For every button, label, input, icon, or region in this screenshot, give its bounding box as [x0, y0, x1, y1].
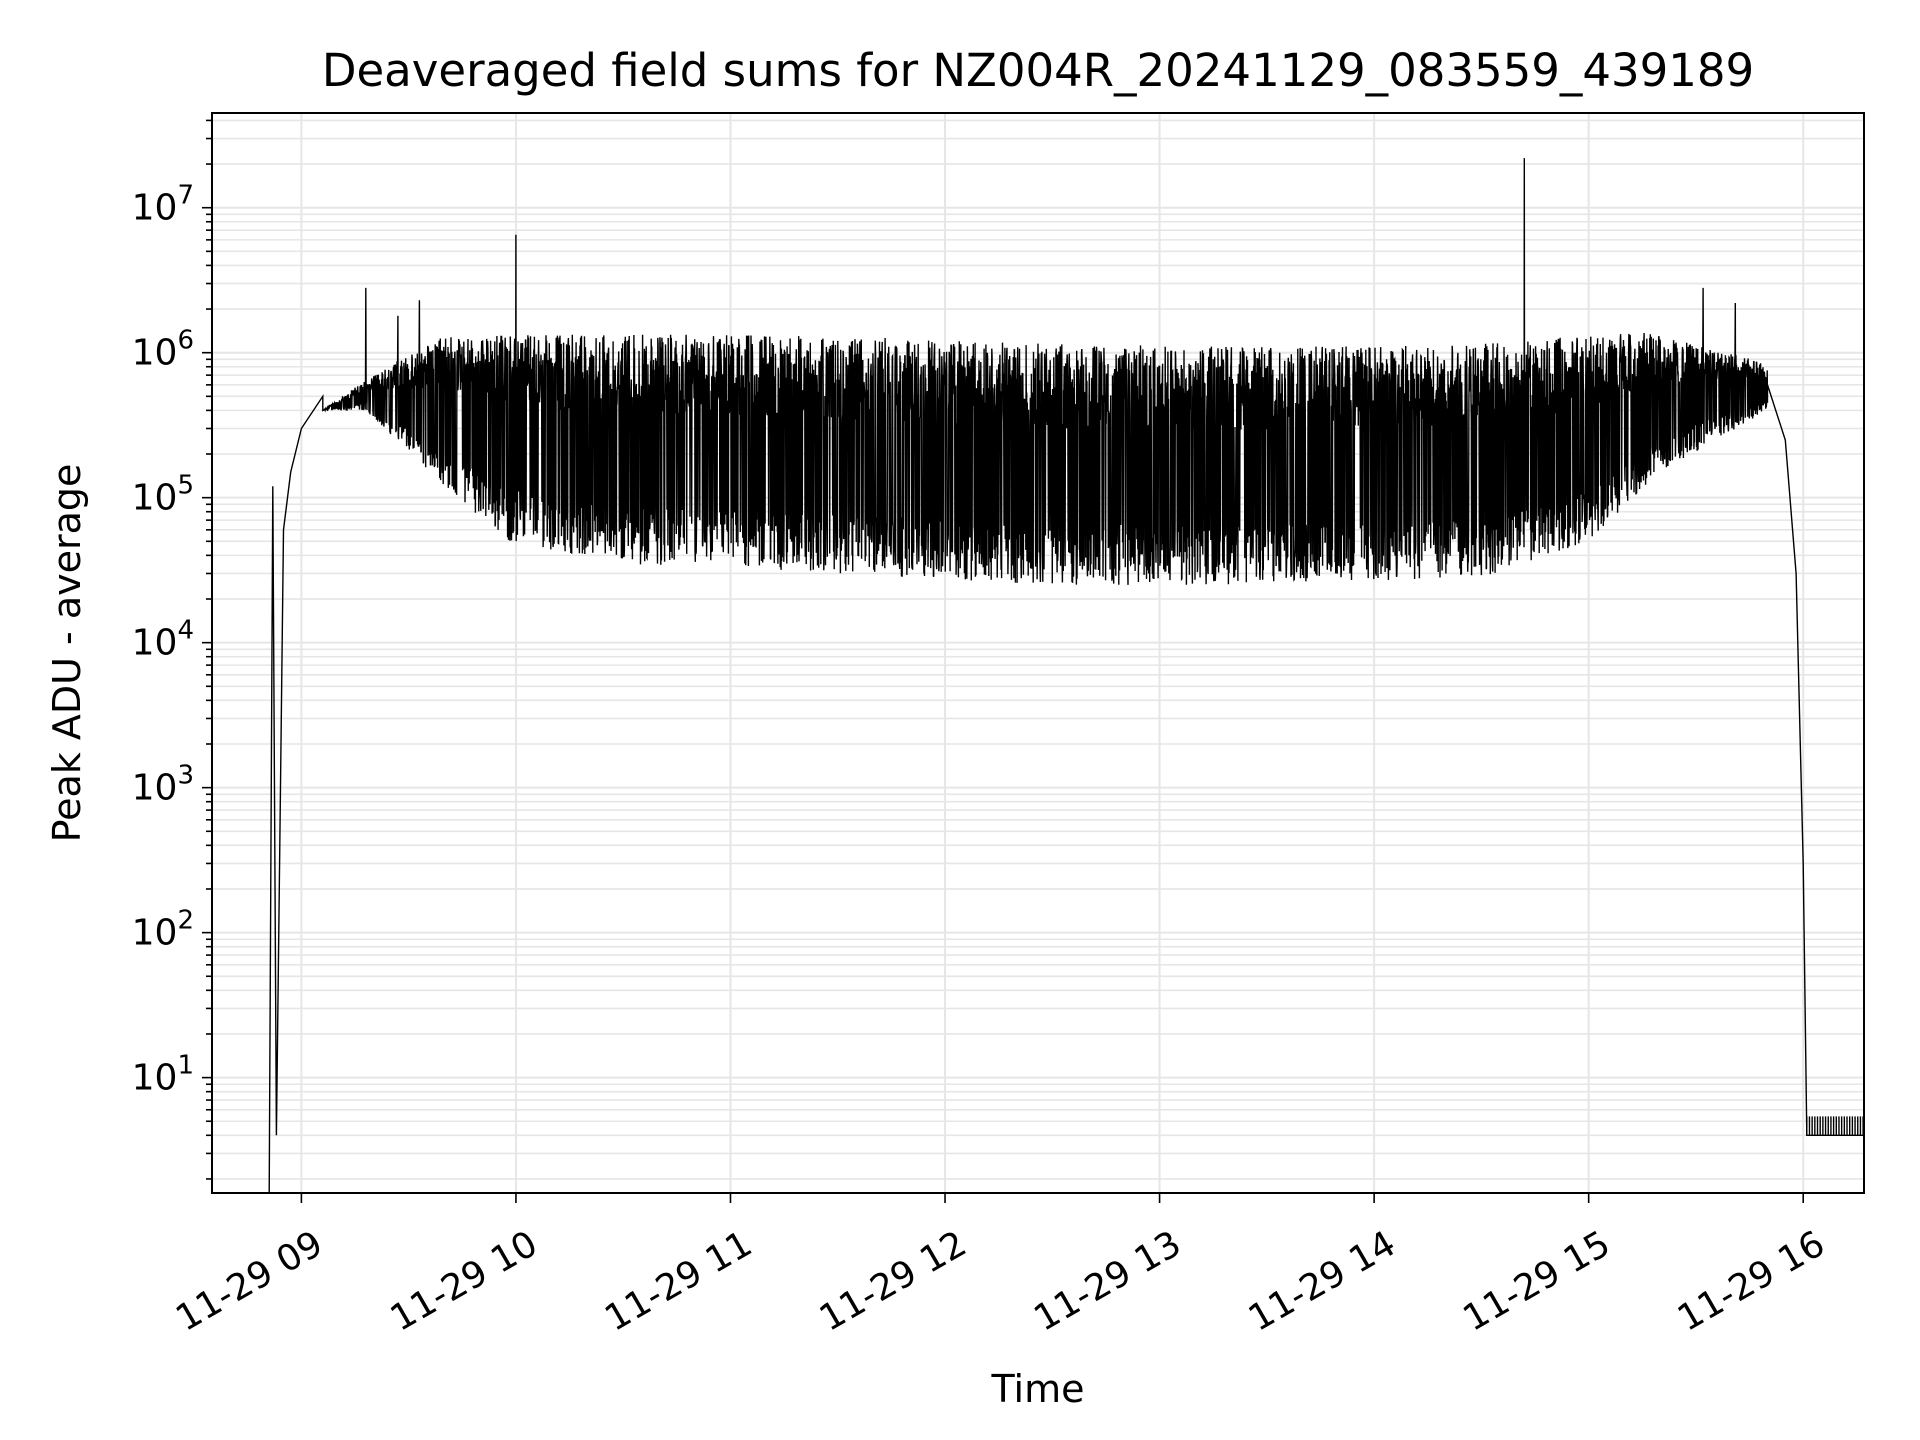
y-tick-label: 104: [132, 616, 194, 664]
axis-ticks: 101 102 103 104 105 106 107 11-29 09 11-29 10 11-…: [132, 119, 1832, 1340]
y-tick-label: 105: [132, 471, 194, 519]
data-series: [268, 158, 1864, 1194]
y-tick-label: 103: [132, 761, 194, 809]
grid-lines: [212, 113, 1864, 1193]
y-tick-label: 101: [132, 1051, 194, 1099]
y-tick-label: 102: [132, 906, 194, 954]
plot-frame: [211, 112, 1865, 1194]
x-tick-label: 11-29 14: [1242, 1223, 1403, 1339]
y-axis-label: Peak ADU - average: [45, 464, 89, 843]
series-line: [268, 158, 1864, 1194]
y-tick-label: 106: [132, 326, 194, 374]
chart-title: Deaveraged field sums for NZ004R_2024112…: [322, 44, 1754, 97]
x-tick-label: 11-29 16: [1671, 1223, 1832, 1339]
x-tick-label: 11-29 15: [1456, 1223, 1617, 1339]
x-axis-label: Time: [991, 1367, 1085, 1411]
y-tick-label: 107: [132, 181, 194, 229]
x-tick-label: 11-29 10: [384, 1223, 545, 1339]
x-tick-label: 11-29 09: [169, 1223, 330, 1339]
x-tick-label: 11-29 13: [1027, 1223, 1188, 1339]
x-tick-label: 11-29 11: [598, 1223, 759, 1339]
x-tick-label: 11-29 12: [813, 1223, 974, 1339]
